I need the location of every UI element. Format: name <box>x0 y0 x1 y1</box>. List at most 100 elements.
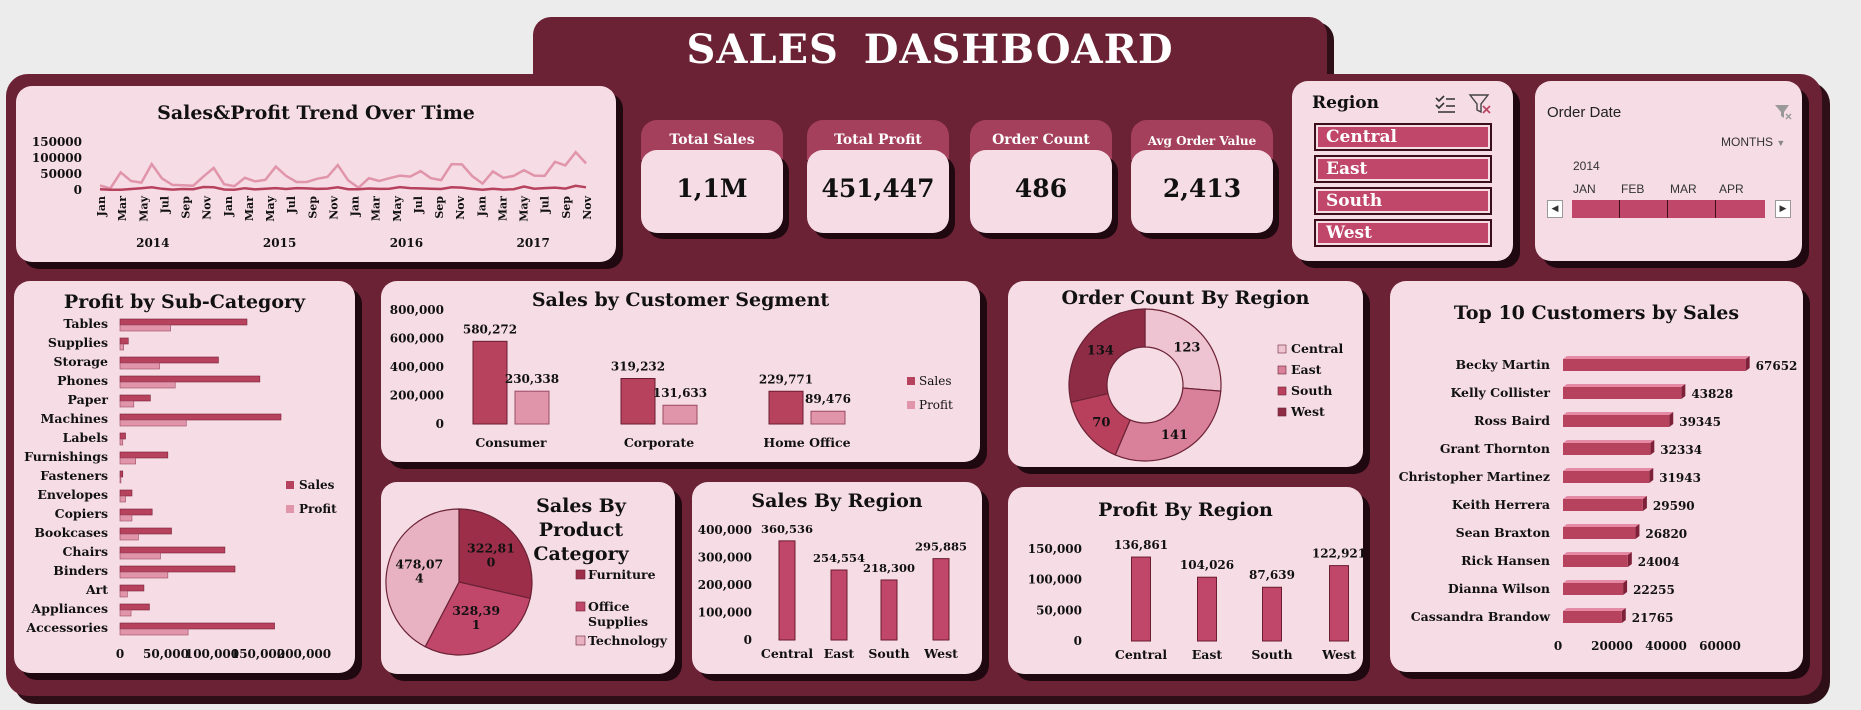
top10-bar <box>1563 387 1682 399</box>
subcategory-chart: Tables Supplies Storage Phones Paper Machines… <box>24 316 337 661</box>
profit_region-data-label: 104,026 <box>1180 558 1234 572</box>
sales_region-data-label: 295,885 <box>915 540 967 554</box>
top10-x-tick: 0 <box>1554 639 1562 653</box>
clear-filter-icon[interactable] <box>1773 103 1793 121</box>
subcat-bar-sales <box>119 451 169 459</box>
subcat-label: Appliances <box>31 601 108 616</box>
subcat-bar-sales <box>119 546 226 554</box>
region-slicer-title: Region <box>1312 93 1379 113</box>
legend-swatch-east <box>1277 365 1287 375</box>
sales_region-y-tick: 200,000 <box>698 578 752 592</box>
profit-region-title: Profit By Region <box>1098 499 1273 521</box>
trend-year-label: 2017 <box>516 236 549 250</box>
subcat-label: Furnishings <box>24 449 108 464</box>
legend-swatch-south <box>1277 386 1287 396</box>
clear-filter-icon[interactable] <box>1468 93 1492 115</box>
subcat-bar-sales <box>119 394 151 402</box>
legend-label-central: Central <box>1291 341 1343 356</box>
trend-x-tick: May <box>518 195 531 221</box>
kpi-total-profit-value: 451,447 <box>807 150 949 233</box>
top10-bar-side <box>1650 440 1655 455</box>
legend-swatch-sales <box>907 377 915 385</box>
region-west-button[interactable]: West <box>1314 219 1492 247</box>
donut-slice-east <box>1114 387 1222 462</box>
top10-label: Keith Herrera <box>1452 497 1550 512</box>
multi-select-icon[interactable] <box>1434 94 1456 114</box>
top10-data-label: 29590 <box>1653 499 1695 513</box>
top10-bar-side <box>1627 552 1632 567</box>
order-count-card: Order Count By Region 123 141 70 134 Central… <box>1008 281 1363 467</box>
trend-x-tick: Jan <box>222 196 235 217</box>
region-east-button[interactable]: East <box>1314 155 1492 183</box>
legend-swatch-profit <box>907 401 915 409</box>
top10-bar-side <box>1635 524 1640 539</box>
sales_region-data-label: 360,536 <box>761 522 813 536</box>
sales_region-x-label: West <box>923 646 958 661</box>
kpi-order-count-value: 486 <box>970 150 1112 233</box>
subcat-x-tick: 0 <box>116 647 124 661</box>
trend-x-tick: Sep <box>433 196 446 219</box>
subcategory-title: Profit by Sub-Category <box>63 291 306 313</box>
sales_region-x-label: South <box>868 646 909 661</box>
top10-data-label: 32334 <box>1660 443 1702 457</box>
subcat-bar-profit <box>119 609 132 617</box>
top10-label: Kelly Collister <box>1450 385 1550 400</box>
segment-chart: 800,000 600,000 400,000 200,000 0 580,272 230,… <box>390 303 953 450</box>
subcat-bar-sales <box>119 508 153 516</box>
segment-y-tick: 400,000 <box>390 360 444 374</box>
pie-data-label: 478,07 4 <box>395 556 443 585</box>
sales_region-y-tick: 300,000 <box>698 551 752 565</box>
kpi-avg-order-value: Avg Order Value 2,413 <box>1131 120 1273 233</box>
trend-series-sales <box>99 150 587 190</box>
top10-bar <box>1563 499 1643 511</box>
trend-x-tick: Jan <box>475 196 488 217</box>
top10-bar-top <box>1563 440 1655 443</box>
segment-bar-sales <box>472 340 508 425</box>
top10-bar-top <box>1563 468 1654 471</box>
region-south-button[interactable]: South <box>1314 187 1492 215</box>
legend-swatch-profit <box>286 505 294 513</box>
top10-label: Grant Thornton <box>1440 441 1550 456</box>
month-mar: MAR <box>1670 182 1697 196</box>
top10-bar-side <box>1623 580 1628 595</box>
profit_region-data-label: 136,861 <box>1114 538 1168 552</box>
subcat-bar-profit <box>119 590 128 598</box>
subcat-label: Machines <box>41 411 108 426</box>
trend-y-tick: 0 <box>74 183 82 197</box>
trend-x-tick: Sep <box>306 196 319 219</box>
top10-data-label: 24004 <box>1638 555 1680 569</box>
subcat-bar-profit <box>119 381 176 389</box>
top10-x-tick: 20000 <box>1591 639 1633 653</box>
scroll-right-button[interactable]: ▶ <box>1775 200 1791 218</box>
subcat-bar-profit <box>119 324 171 332</box>
trend-year-label: 2015 <box>263 236 296 250</box>
legend-label-profit: Profit <box>919 398 953 412</box>
product-category-card: Sales By Product Category 322,81 0 328,39 1… <box>381 482 675 674</box>
top10-bar <box>1563 555 1628 567</box>
profit_region-y-tick: 0 <box>1074 634 1082 648</box>
profit_region-x-label: South <box>1251 647 1292 662</box>
subcat-label: Binders <box>53 563 108 578</box>
subcat-bar-sales <box>119 318 248 326</box>
timeline-bar[interactable] <box>1572 200 1765 218</box>
legend-label-furniture: Furniture <box>588 567 656 582</box>
donut-slice-central <box>1144 308 1222 392</box>
top10-label: Dianna Wilson <box>1448 581 1550 596</box>
subcat-bar-sales <box>119 489 133 497</box>
donut-data-label: 141 <box>1161 428 1188 443</box>
trend-x-tick: Nov <box>581 195 594 219</box>
period-selector[interactable]: MONTHS ▼ <box>1721 135 1785 149</box>
profit_region-y-tick: 100,000 <box>1028 573 1082 587</box>
region-central-button[interactable]: Central <box>1314 123 1492 151</box>
sales_region-bar <box>880 579 898 641</box>
segment-bar-profit <box>662 404 698 425</box>
legend-swatch-furniture <box>575 569 586 580</box>
pie-slice-office-supplies <box>424 581 531 656</box>
product-category-chart: 322,81 0 328,39 1 478,07 4 Furniture Office Supp… <box>385 508 668 656</box>
trend-x-tick: May <box>391 195 404 221</box>
scroll-left-button[interactable]: ◀ <box>1547 200 1563 218</box>
kpi-total-sales: Total Sales 1,1M <box>641 120 783 233</box>
trend-y-tick: 100000 <box>32 151 82 165</box>
sales_region-bar <box>778 540 796 641</box>
segment-data-label: 230,338 <box>505 372 559 386</box>
